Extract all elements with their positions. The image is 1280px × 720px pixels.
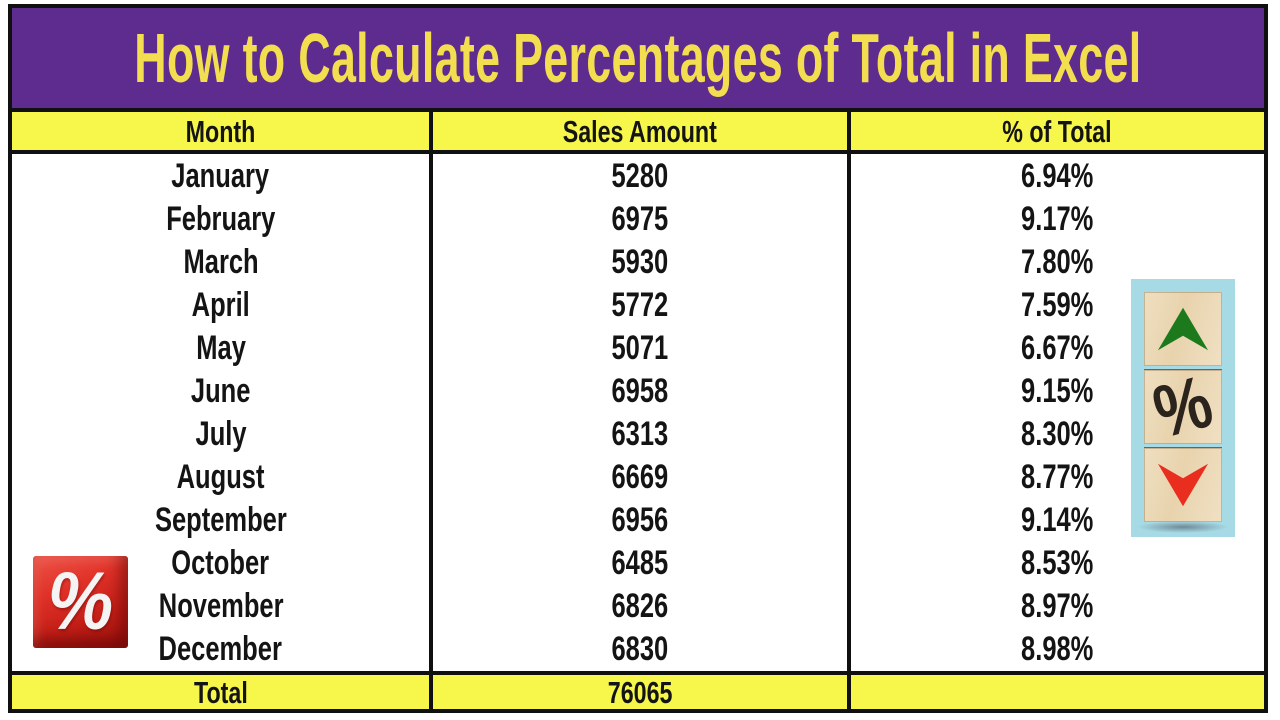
table-row: May 5071 6.67%	[12, 326, 1264, 370]
pct-cell: 8.53%	[846, 541, 1264, 585]
table-row: August 6669 8.77%	[12, 455, 1264, 499]
up-arrow-block	[1144, 292, 1222, 366]
table-row: March 5930 7.80%	[12, 240, 1264, 284]
table-row: April 5772 7.59%	[12, 283, 1264, 327]
sales-cell: 6975	[429, 197, 846, 241]
sales-cell: 5930	[429, 240, 846, 284]
divider	[12, 108, 1264, 112]
table-row: December 6830 8.98%	[12, 627, 1264, 671]
pct-cell: 6.67%	[846, 326, 1264, 370]
month-cell: April	[191, 285, 250, 324]
blocks-shadow	[1137, 521, 1229, 533]
pct-cell: 8.98%	[846, 627, 1264, 671]
table-row: November 6826 8.97%	[12, 584, 1264, 628]
title-banner: How to Calculate Percentages of Total in…	[12, 8, 1264, 108]
column-header-pct-of-total: % of Total	[846, 112, 1264, 150]
month-cell: November	[158, 587, 284, 626]
pct-cell: 8.97%	[846, 584, 1264, 628]
month-cell: February	[166, 199, 276, 238]
pct-cell: 6.94%	[846, 154, 1264, 198]
sales-cell: 5772	[429, 283, 846, 327]
wooden-blocks-photo: %	[1131, 279, 1235, 537]
blocks-stack: %	[1144, 292, 1222, 522]
sales-cell: 6958	[429, 369, 846, 413]
column-header-month: Month	[185, 113, 256, 149]
table-total-row: Total 76065	[12, 675, 1264, 709]
sales-cell: 6485	[429, 541, 846, 585]
column-header-sales-amount: Sales Amount	[429, 112, 846, 150]
month-cell: May	[195, 328, 246, 367]
sales-cell: 6956	[429, 498, 846, 542]
pct-cell: 7.80%	[846, 240, 1264, 284]
thumbnail-frame: How to Calculate Percentages of Total in…	[8, 4, 1268, 713]
sales-cell: 6830	[429, 627, 846, 671]
pct-cell: 8.77%	[846, 455, 1264, 499]
sales-cell: 6313	[429, 412, 846, 456]
percent-block: %	[1144, 359, 1222, 454]
month-cell: January	[171, 156, 270, 195]
pct-cell: 8.30%	[846, 412, 1264, 456]
down-arrow-block	[1144, 447, 1222, 522]
sales-cell: 5071	[429, 326, 846, 370]
percent-icon: %	[1145, 359, 1221, 454]
table-row: January 5280 6.94%	[12, 154, 1264, 198]
table-header-row: Month Sales Amount % of Total	[12, 112, 1264, 150]
table-row: July 6313 8.30%	[12, 412, 1264, 456]
sales-cell: 5280	[429, 154, 846, 198]
month-cell: August	[176, 458, 265, 497]
up-arrow-icon	[1157, 307, 1209, 351]
month-cell: June	[190, 371, 251, 410]
month-cell: September	[154, 501, 287, 540]
total-sales-cell: 76065	[429, 675, 846, 709]
total-pct-cell	[846, 675, 1264, 709]
divider	[12, 150, 1264, 154]
table-row: October 6485 8.53%	[12, 541, 1264, 585]
month-cell: October	[171, 544, 270, 583]
month-cell: December	[159, 630, 283, 669]
table-row: February 6975 9.17%	[12, 197, 1264, 241]
page-title: How to Calculate Percentages of Total in…	[134, 19, 1142, 97]
pct-cell: 7.59%	[846, 283, 1264, 327]
month-cell: March	[183, 242, 259, 281]
table-row: June 6958 9.15%	[12, 369, 1264, 413]
divider	[12, 671, 1264, 675]
sales-cell: 6826	[429, 584, 846, 628]
table-body: January 5280 6.94% February 6975 9.17% M…	[12, 154, 1264, 671]
month-cell: July	[195, 415, 247, 453]
pct-cell: 9.14%	[846, 498, 1264, 542]
pct-cell: 9.17%	[846, 197, 1264, 241]
pct-cell: 9.15%	[846, 369, 1264, 413]
down-arrow-icon	[1157, 463, 1209, 507]
sales-cell: 6669	[429, 455, 846, 499]
table-row: September 6956 9.14%	[12, 498, 1264, 542]
total-label-cell: Total	[193, 675, 248, 709]
percent-badge-icon: %	[33, 556, 128, 648]
